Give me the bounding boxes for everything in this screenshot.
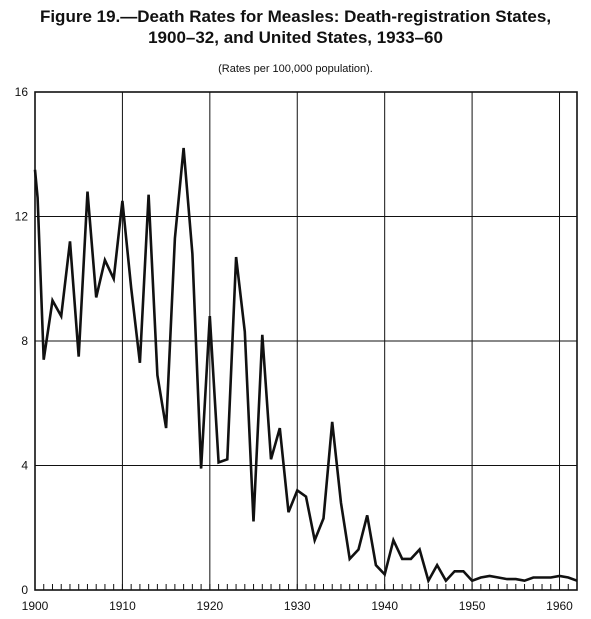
y-tick-label: 16 <box>15 85 29 99</box>
y-tick-label: 4 <box>21 459 28 473</box>
x-tick-label: 1920 <box>196 599 223 613</box>
x-tick-label: 1940 <box>371 599 398 613</box>
x-tick-label: 1930 <box>284 599 311 613</box>
x-tick-label: 1950 <box>459 599 486 613</box>
chart-title-line-2: 1900–32, and United States, 1933–60 <box>148 28 443 47</box>
y-tick-label: 0 <box>21 583 28 597</box>
y-tick-label: 8 <box>21 334 28 348</box>
chart-subtitle: (Rates per 100,000 population). <box>218 63 373 75</box>
chart-title: Figure 19.—Death Rates for Measles: Deat… <box>0 6 591 48</box>
x-tick-label: 1960 <box>546 599 573 613</box>
x-tick-label: 1910 <box>109 599 136 613</box>
y-tick-label: 12 <box>15 210 29 224</box>
chart-title-line-1: Figure 19.—Death Rates for Measles: Deat… <box>39 7 552 26</box>
x-tick-label: 1900 <box>22 599 49 613</box>
series-line <box>33 147 578 585</box>
